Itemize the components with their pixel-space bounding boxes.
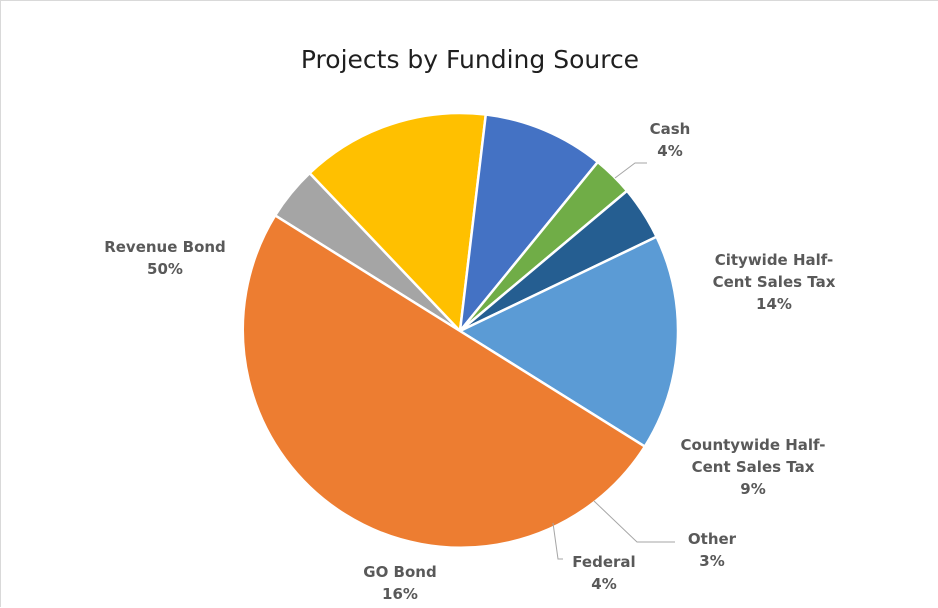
- chart-title: Projects by Funding Source: [300, 45, 640, 74]
- label-countywide-half-cent-sales-tax: Countywide Half- Cent Sales Tax 9%: [663, 434, 843, 500]
- pie-slice-citywide-half-cent-sales-tax: [308, 111, 488, 333]
- label-percent: 50%: [147, 260, 183, 278]
- label-percent: 14%: [756, 295, 792, 313]
- label-name-line: Other: [687, 530, 737, 548]
- label-name-line: Federal: [572, 553, 636, 571]
- label-percent: 9%: [740, 480, 766, 498]
- label-percent: 4%: [591, 575, 617, 593]
- label-cash: Cash 4%: [635, 118, 705, 162]
- leader-line-federal: [552, 522, 563, 560]
- label-name-line: Cent Sales Tax: [712, 273, 836, 291]
- label-name-line: Citywide Half-: [714, 251, 834, 269]
- leader-line-cash: [614, 162, 647, 179]
- pie-slice-revenue-bond: [241, 214, 647, 549]
- label-name-line: Cash: [649, 120, 691, 138]
- pie-slice-go-bond: [458, 235, 680, 448]
- leader-line-other: [593, 500, 675, 543]
- label-name-line: GO Bond: [363, 563, 437, 581]
- label-name-line: Revenue Bond: [104, 238, 226, 256]
- label-name-line: Cent Sales Tax: [691, 458, 815, 476]
- label-percent: 3%: [699, 552, 725, 570]
- pie-slice-countywide-half-cent-sales-tax: [458, 113, 600, 333]
- label-percent: 16%: [382, 585, 418, 603]
- label-revenue-bond: Revenue Bond 50%: [85, 236, 245, 280]
- label-percent: 4%: [657, 142, 683, 160]
- label-other: Other 3%: [677, 528, 747, 572]
- label-citywide-half-cent-sales-tax: Citywide Half- Cent Sales Tax 14%: [689, 249, 859, 315]
- label-name-line: Countywide Half-: [680, 436, 826, 454]
- label-go-bond: GO Bond 16%: [345, 561, 455, 605]
- label-federal: Federal 4%: [559, 551, 649, 595]
